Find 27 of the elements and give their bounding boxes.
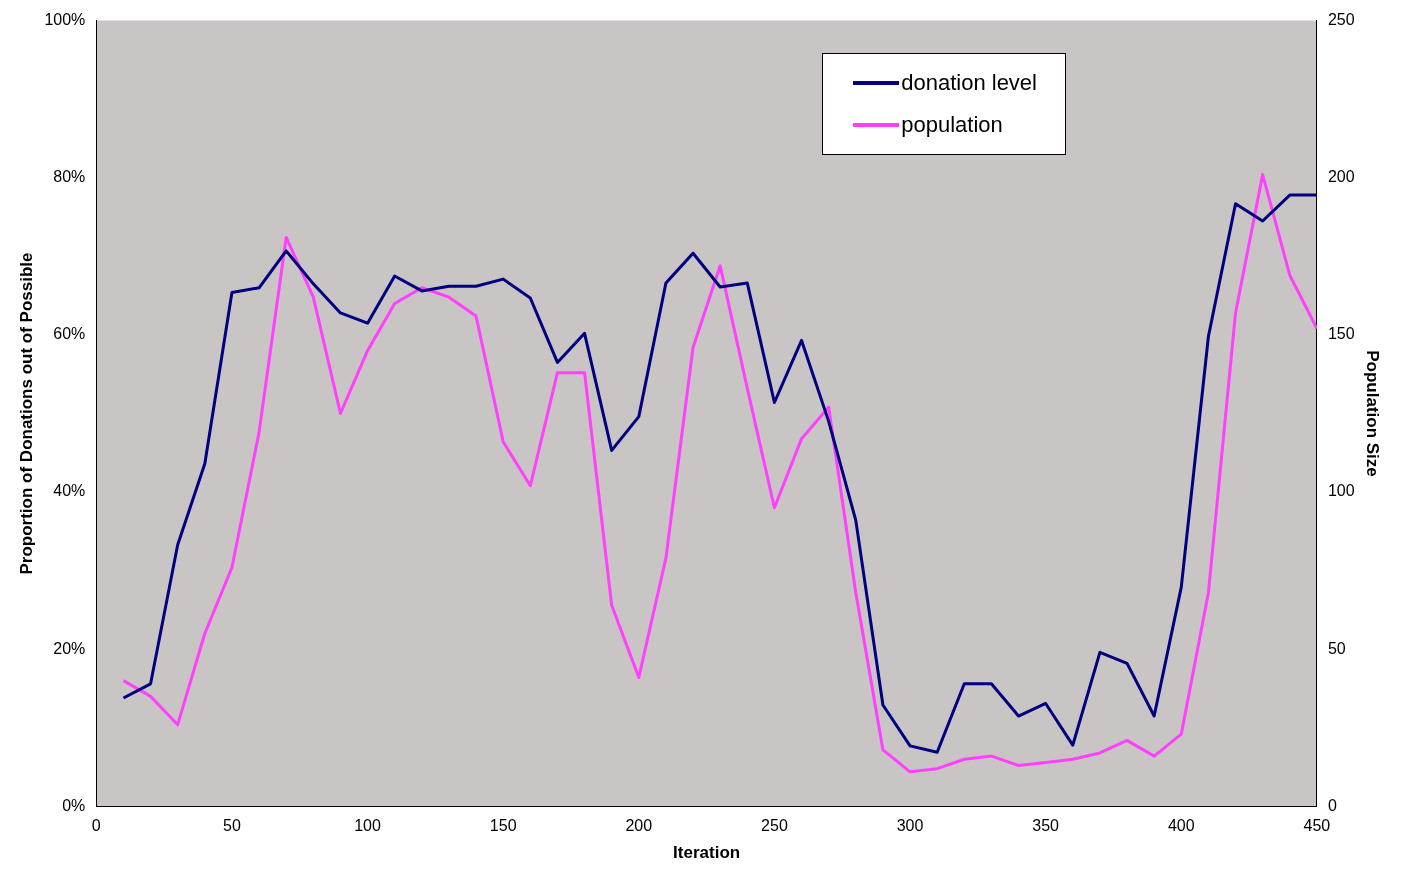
x-tick-label: 300 bbox=[896, 817, 924, 835]
x-axis-title: Iteration bbox=[673, 843, 741, 863]
y2-tick-label: 150 bbox=[1327, 325, 1355, 343]
x-tick-label: 50 bbox=[223, 817, 241, 835]
x-tick-label: 150 bbox=[489, 817, 517, 835]
x-tick-label: 200 bbox=[625, 817, 653, 835]
x-tick-label: 0 bbox=[91, 817, 101, 835]
x-tick-label: 100 bbox=[354, 817, 382, 835]
y-tick-label: 80% bbox=[53, 168, 86, 186]
y2-tick-label: 200 bbox=[1327, 168, 1355, 186]
x-tick-label: 400 bbox=[1167, 817, 1195, 835]
y-tick-label: 0% bbox=[62, 796, 86, 814]
y-tick-label: 40% bbox=[53, 482, 86, 500]
legend-label: donation level bbox=[901, 70, 1037, 96]
y-tick-label: 60% bbox=[53, 325, 86, 343]
y2-tick-label: 50 bbox=[1327, 639, 1346, 657]
y-tick-label: 20% bbox=[53, 639, 86, 657]
y2-axis-title: Population Size bbox=[1363, 350, 1383, 477]
y2-tick-label: 250 bbox=[1327, 11, 1355, 29]
x-tick-label: 450 bbox=[1303, 817, 1331, 835]
y-axis-title: Proportion of Donations out of Possible bbox=[16, 252, 36, 575]
x-tick-label: 350 bbox=[1032, 817, 1060, 835]
y-tick-label: 100% bbox=[44, 11, 86, 29]
y2-tick-label: 0 bbox=[1327, 796, 1337, 814]
x-tick-label: 250 bbox=[761, 817, 788, 835]
legend-label: population bbox=[901, 112, 1003, 138]
y2-tick-label: 100 bbox=[1327, 482, 1355, 500]
